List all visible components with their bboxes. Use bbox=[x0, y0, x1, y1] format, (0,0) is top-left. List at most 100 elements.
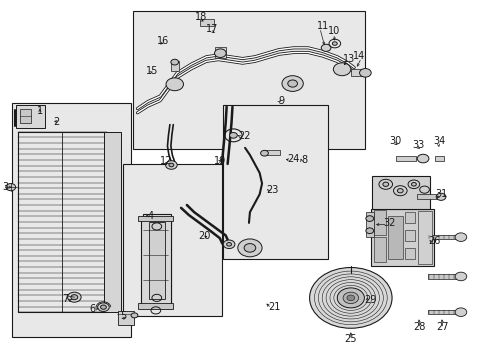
Text: 3: 3 bbox=[2, 182, 8, 192]
Text: 22: 22 bbox=[237, 131, 250, 141]
Bar bbox=[18, 132, 106, 312]
Text: 14: 14 bbox=[353, 51, 365, 61]
Bar bbox=[141, 219, 170, 305]
Text: 20: 20 bbox=[198, 231, 210, 242]
Text: 16: 16 bbox=[156, 36, 168, 46]
Bar bbox=[373, 237, 385, 262]
Circle shape bbox=[101, 305, 106, 309]
Text: 25: 25 bbox=[344, 334, 356, 344]
Bar bbox=[427, 235, 457, 239]
Circle shape bbox=[6, 184, 16, 191]
Bar bbox=[405, 212, 414, 223]
Text: 32: 32 bbox=[383, 218, 395, 228]
Bar bbox=[350, 69, 365, 76]
Circle shape bbox=[346, 295, 354, 301]
Circle shape bbox=[226, 243, 231, 246]
Circle shape bbox=[223, 240, 234, 249]
Circle shape bbox=[321, 44, 330, 51]
Text: 4: 4 bbox=[147, 211, 153, 221]
Circle shape bbox=[67, 292, 81, 302]
Text: 10: 10 bbox=[327, 26, 339, 36]
Text: 23: 23 bbox=[265, 185, 278, 195]
Bar bbox=[417, 211, 431, 264]
Bar bbox=[223, 105, 327, 258]
Bar bbox=[373, 210, 385, 235]
Bar bbox=[104, 132, 121, 312]
Text: 12: 12 bbox=[160, 157, 172, 166]
Circle shape bbox=[166, 78, 183, 91]
Text: 31: 31 bbox=[434, 189, 446, 199]
Text: 9: 9 bbox=[278, 96, 284, 107]
Circle shape bbox=[98, 303, 109, 311]
Bar bbox=[149, 222, 164, 299]
Bar bbox=[405, 230, 414, 241]
Bar bbox=[416, 194, 438, 199]
Bar bbox=[434, 156, 443, 161]
Text: 21: 21 bbox=[267, 302, 280, 312]
Circle shape bbox=[397, 189, 403, 193]
Bar bbox=[138, 216, 173, 221]
Bar bbox=[215, 47, 225, 58]
Circle shape bbox=[131, 313, 138, 318]
Bar bbox=[118, 311, 133, 325]
Circle shape bbox=[343, 292, 358, 303]
Text: 19: 19 bbox=[213, 156, 225, 166]
Circle shape bbox=[365, 216, 373, 221]
Text: 15: 15 bbox=[145, 66, 158, 76]
Text: 34: 34 bbox=[432, 136, 444, 147]
Text: 26: 26 bbox=[427, 237, 440, 247]
Text: 33: 33 bbox=[412, 140, 424, 150]
Text: 27: 27 bbox=[435, 322, 447, 332]
Circle shape bbox=[454, 308, 466, 316]
Bar bbox=[366, 212, 373, 237]
Circle shape bbox=[365, 228, 373, 234]
Circle shape bbox=[332, 42, 337, 45]
Bar bbox=[396, 156, 415, 161]
Bar bbox=[405, 248, 414, 258]
Bar bbox=[170, 62, 178, 71]
Circle shape bbox=[454, 233, 466, 242]
Circle shape bbox=[359, 68, 370, 77]
Bar bbox=[200, 18, 214, 26]
Circle shape bbox=[287, 80, 297, 87]
Bar bbox=[122, 164, 222, 316]
Text: 28: 28 bbox=[413, 322, 425, 332]
Circle shape bbox=[382, 182, 388, 186]
Text: 18: 18 bbox=[195, 12, 207, 22]
Bar bbox=[371, 176, 429, 208]
Circle shape bbox=[416, 154, 428, 163]
Text: 1: 1 bbox=[37, 107, 43, 116]
Bar bbox=[265, 150, 280, 155]
Text: 8: 8 bbox=[301, 156, 307, 165]
Circle shape bbox=[165, 161, 177, 169]
Text: 24: 24 bbox=[287, 154, 299, 163]
Bar bbox=[427, 274, 457, 279]
Text: 11: 11 bbox=[316, 21, 328, 31]
Bar bbox=[427, 310, 457, 314]
Bar bbox=[16, 105, 45, 128]
Bar bbox=[138, 303, 173, 309]
Circle shape bbox=[410, 183, 415, 186]
Bar bbox=[387, 216, 402, 258]
Circle shape bbox=[168, 163, 173, 167]
Text: 6: 6 bbox=[89, 303, 95, 314]
Circle shape bbox=[309, 267, 391, 328]
Circle shape bbox=[282, 76, 303, 91]
Circle shape bbox=[337, 288, 364, 308]
Bar bbox=[132, 12, 365, 149]
Circle shape bbox=[333, 63, 350, 76]
Circle shape bbox=[260, 150, 268, 156]
Bar bbox=[12, 103, 131, 337]
Text: 30: 30 bbox=[388, 136, 401, 147]
Circle shape bbox=[454, 272, 466, 281]
Text: 17: 17 bbox=[205, 24, 218, 34]
Circle shape bbox=[435, 193, 445, 201]
Bar bbox=[20, 109, 31, 123]
Text: 29: 29 bbox=[363, 295, 376, 305]
Circle shape bbox=[71, 295, 78, 300]
Text: 7: 7 bbox=[62, 294, 69, 303]
Circle shape bbox=[244, 244, 255, 252]
Text: 5: 5 bbox=[120, 311, 126, 321]
Text: 13: 13 bbox=[342, 54, 354, 64]
Bar bbox=[143, 214, 171, 307]
